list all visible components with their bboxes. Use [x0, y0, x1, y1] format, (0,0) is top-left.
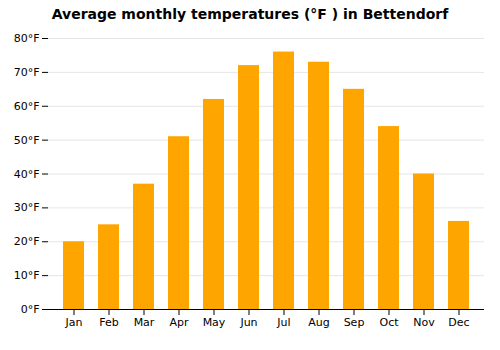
svg-text:30°F: 30°F	[14, 201, 40, 214]
svg-text:May: May	[203, 316, 226, 329]
html-text:Average monthly temperatures (: Average monthly temperatures (°F ) in Be…	[51, 6, 449, 22]
svg-text:Jul: Jul	[276, 316, 290, 329]
svg-text:Feb: Feb	[99, 316, 118, 329]
svg-text:40°F: 40°F	[14, 168, 40, 181]
svg-text:60°F: 60°F	[14, 100, 40, 113]
svg-text:10°F: 10°F	[14, 269, 40, 282]
svg-text:Aug: Aug	[308, 316, 329, 329]
svg-text:70°F: 70°F	[14, 66, 40, 79]
svg-text:Nov: Nov	[413, 316, 435, 329]
svg-text:Jun: Jun	[239, 316, 257, 329]
svg-text:Oct: Oct	[379, 316, 399, 329]
svg-text:50°F: 50°F	[14, 134, 40, 147]
svg-text:Dec: Dec	[448, 316, 469, 329]
svg-text:80°F: 80°F	[14, 32, 40, 45]
svg-text:Sep: Sep	[344, 316, 365, 329]
svg-text:20°F: 20°F	[14, 235, 40, 248]
svg-text:Apr: Apr	[169, 316, 189, 329]
svg-text:Mar: Mar	[134, 316, 155, 329]
svg-text:0°F: 0°F	[21, 303, 40, 316]
svg-text:Jan: Jan	[65, 316, 83, 329]
